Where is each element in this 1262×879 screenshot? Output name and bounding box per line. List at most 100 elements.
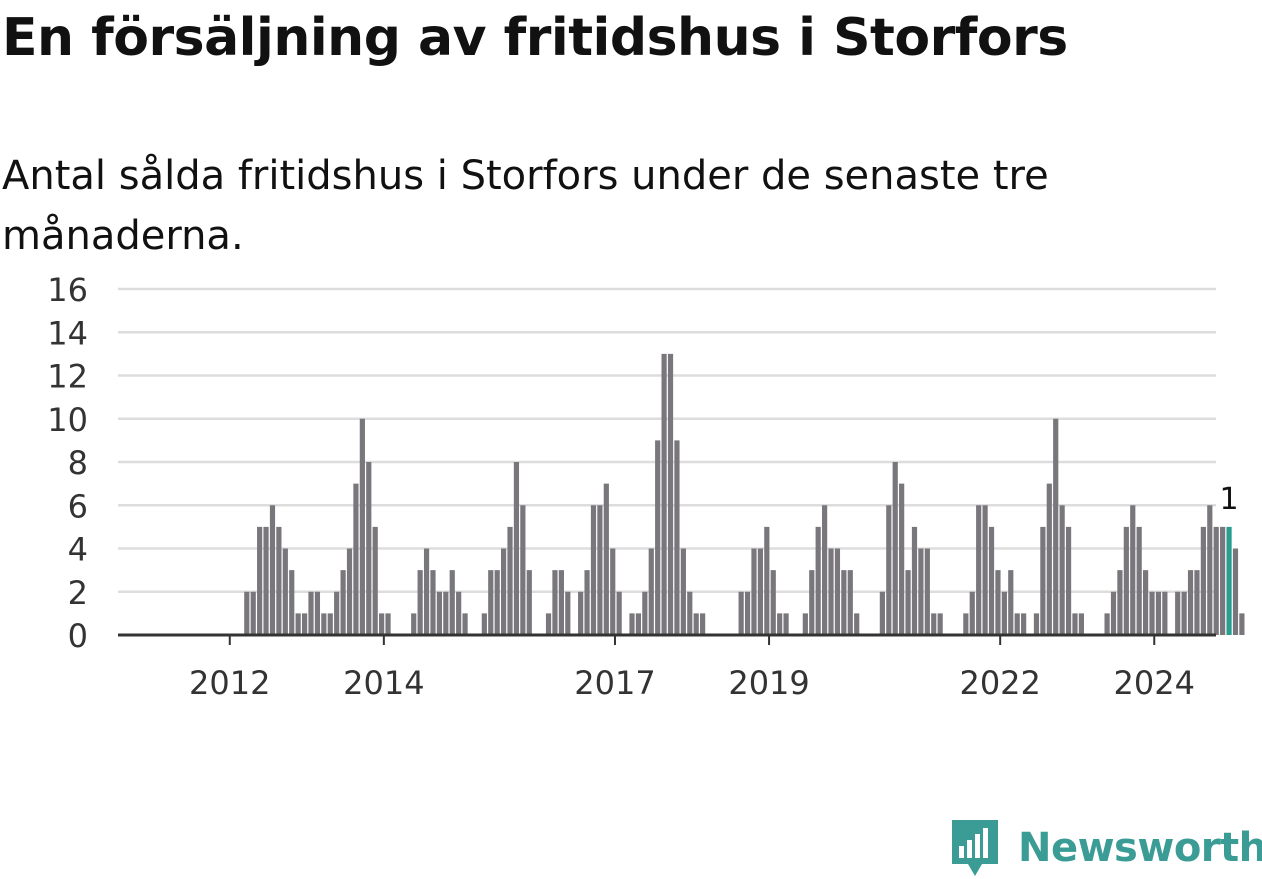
bar [1220,526,1226,635]
bar [276,526,282,635]
highlighted-bar [1226,526,1232,635]
bar [616,591,622,635]
bar [1130,505,1136,635]
bar [340,570,346,635]
bar [1001,591,1007,635]
x-axis: 2012 2014 2017 2019 2022 2024 [118,633,1216,702]
bar [931,613,937,635]
bar [578,591,584,635]
y-tick-label: 6 [68,487,88,525]
bar [655,440,661,635]
bar [526,570,532,635]
bar [411,613,417,635]
bar [250,591,256,635]
bar [494,570,500,635]
bar [764,526,770,635]
bar [1040,526,1046,635]
bar [751,548,757,635]
newsworthy-logo-icon [952,820,998,876]
bar [558,570,564,635]
bar [584,570,590,635]
bar [513,462,520,635]
bar [815,526,821,635]
bar [777,613,783,635]
bar [353,483,359,635]
bar [693,613,699,635]
bar [892,462,898,635]
bar [565,591,571,635]
bar [899,483,905,635]
bar [366,462,372,635]
bar [1123,526,1129,635]
bar [854,613,860,635]
bar [905,570,911,635]
bar [603,483,609,635]
y-tick-label: 2 [68,574,88,612]
bar [687,591,693,635]
bar [1239,613,1245,635]
bar [1065,526,1072,635]
bar [269,505,276,635]
bar [1059,505,1065,635]
bar [314,591,321,635]
bar [520,505,526,635]
bar [1072,613,1078,635]
bar [263,526,269,635]
highlight-value-label: 1 [1220,482,1239,517]
bar [963,613,969,635]
bar [1008,570,1014,635]
bar [1207,505,1213,635]
bar [828,548,834,635]
bar [822,505,828,635]
bar [257,526,263,635]
bar [937,613,943,635]
y-tick-label: 16 [47,271,88,309]
gridlines [118,287,1216,593]
bar [969,591,975,635]
bar [501,548,507,635]
bar [1181,591,1187,635]
bar [597,505,603,635]
y-tick-label: 10 [47,401,88,439]
bar [507,526,513,635]
bar [1033,613,1040,635]
y-tick-label: 12 [47,358,88,396]
bar [456,591,462,635]
bar [1014,613,1020,635]
bar [1136,526,1142,635]
bar [462,613,468,635]
bar [1200,526,1206,635]
bar [289,570,295,635]
x-tick-label: 2024 [1114,664,1195,702]
bar [385,613,391,635]
bar [1155,591,1162,635]
bar [1175,591,1181,635]
x-tick-label: 2022 [959,664,1040,702]
bar [770,570,776,635]
bar [879,591,885,635]
bar [1021,613,1027,635]
bar [321,613,327,635]
bar [282,548,288,635]
annotation: 1 [1217,479,1242,520]
bar [334,591,340,635]
bar [1104,613,1110,635]
bar [995,570,1001,635]
bar [481,613,487,635]
bar [1117,570,1123,635]
bar [1149,591,1155,635]
y-tick-label: 14 [47,314,88,352]
bar [1110,591,1117,635]
bar [552,570,558,635]
y-axis-ticks: 0 2 4 6 8 10 12 14 16 [47,271,88,655]
newsworthy-logo: Newsworthy [950,818,1262,878]
bar [244,591,250,635]
x-tick-label: 2014 [343,664,424,702]
bar [841,570,847,635]
bar [911,526,918,635]
bar [757,548,763,635]
bar [680,548,686,635]
bar [1078,613,1084,635]
chart-subtitle: Antal sålda fritidshus i Storfors under … [2,153,1049,259]
bar [738,591,744,635]
